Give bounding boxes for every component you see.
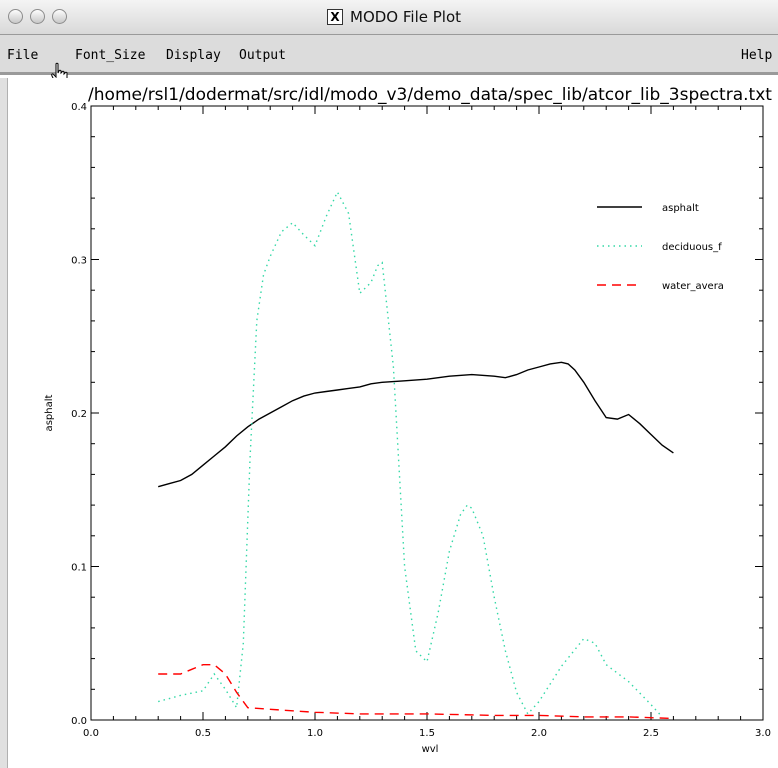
close-window-button[interactable] [8, 9, 23, 24]
window-left-edge [0, 78, 8, 768]
menu-bar: File Font_Size Display Output Help [0, 35, 778, 75]
plot-area [0, 78, 778, 768]
x-tick-label: 0.5 [195, 728, 211, 739]
menu-output[interactable]: Output [239, 48, 286, 63]
plot-frame [90, 105, 764, 721]
series-line-asphalt [158, 361, 674, 488]
series-line-water-avera [158, 664, 674, 720]
series-layer [158, 190, 674, 720]
minimize-window-button[interactable] [30, 9, 45, 24]
x-tick-label: 2.5 [643, 728, 659, 739]
menu-help[interactable]: Help [741, 48, 773, 63]
window-title: MODO File Plot [350, 8, 462, 26]
zoom-window-button[interactable] [52, 9, 67, 24]
x-tick-label: 0.0 [83, 728, 99, 739]
menu-display[interactable]: Display [166, 48, 221, 63]
legend-label: deciduous_f [662, 242, 722, 253]
y-tick-label: 0.3 [71, 256, 87, 267]
chart-title: /home/rsl1/dodermat/src/idl/modo_v3/demo… [88, 85, 772, 105]
x-axis-label: wvl [422, 744, 439, 755]
y-axis-label: asphalt [44, 395, 55, 432]
window-titlebar: X MODO File Plot [0, 0, 778, 35]
legend-label: asphalt [662, 203, 699, 214]
series-line-deciduous-f [158, 190, 663, 718]
menu-file[interactable]: File [7, 48, 39, 63]
y-tick-label: 0.4 [71, 102, 87, 113]
y-tick-label: 0.2 [71, 409, 87, 420]
x-tick-label: 1.5 [419, 728, 435, 739]
x-tick-label: 1.0 [307, 728, 323, 739]
legend: asphalt deciduous_f water_avera [597, 203, 724, 292]
legend-label: water_avera [662, 281, 724, 292]
x-tick-label: 2.0 [531, 728, 547, 739]
y-tick-label: 0.0 [71, 716, 87, 727]
axis-ticks: 0.0 0.5 1.0 1.5 2.0 2.5 3.0 0.0 0.1 0.2 0.3 0.4 [71, 102, 771, 739]
x-tick-label: 3.0 [755, 728, 771, 739]
y-tick-label: 0.1 [71, 563, 87, 574]
x11-icon: X [327, 9, 343, 25]
menu-font-size[interactable]: Font_Size [75, 48, 146, 63]
